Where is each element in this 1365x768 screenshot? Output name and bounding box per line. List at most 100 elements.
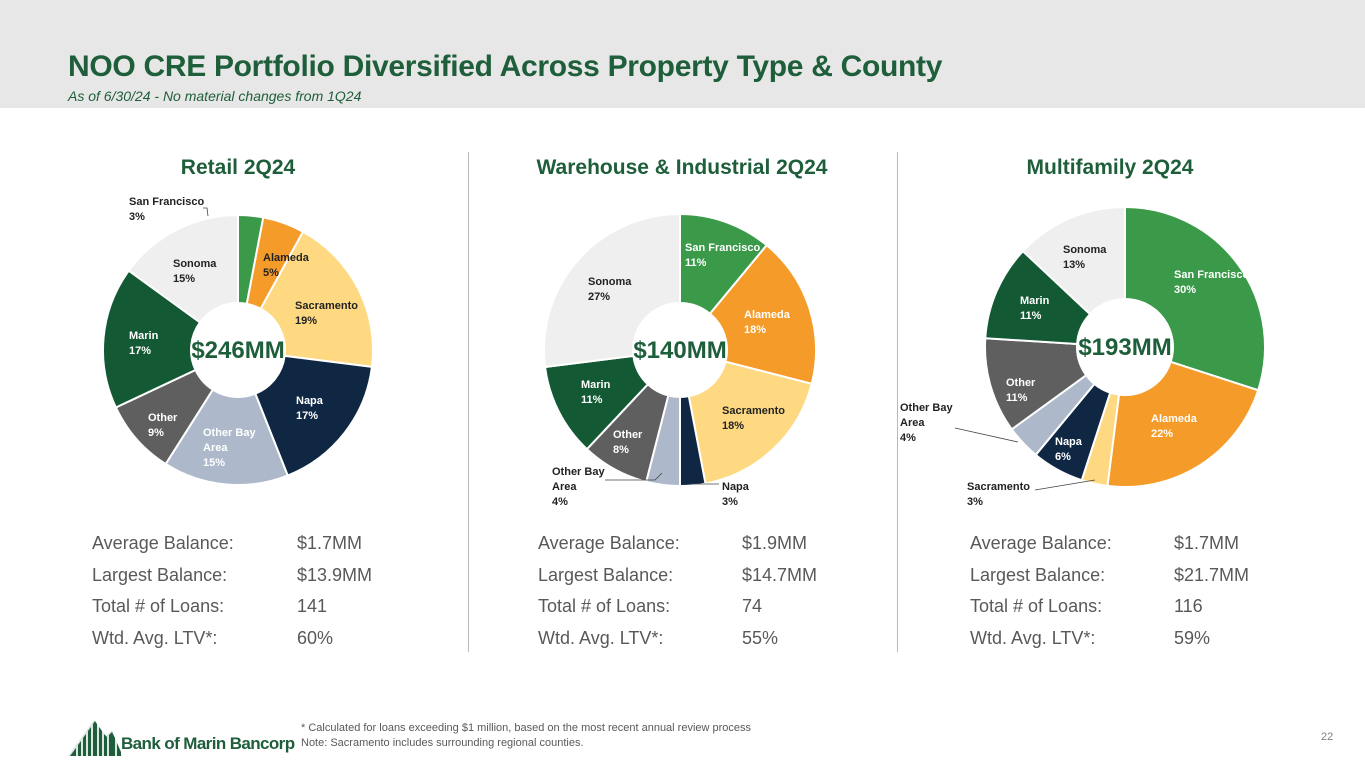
stat-label: Largest Balance:	[538, 564, 674, 585]
company-logo: Bank of Marin Bancorp	[66, 716, 295, 758]
stat-value: $14.7MM	[742, 564, 818, 585]
slice-label-value: 4%	[900, 432, 916, 444]
leader-line-sacramento	[1034, 479, 1096, 491]
slice-label-marin: Marin 11%	[1020, 295, 1050, 322]
slice-label-value: 11%	[685, 257, 707, 269]
slice-label-other: Other 8%	[613, 429, 643, 456]
stat-row: Wtd. Avg. LTV*: 55%	[538, 628, 838, 660]
slice-label-value: 4%	[552, 496, 568, 508]
stat-label: Total # of Loans:	[970, 596, 1103, 616]
slice-label-value: 6%	[1055, 451, 1071, 463]
stat-row: Total # of Loans: 74	[538, 596, 838, 628]
footnote-line-1: * Calculated for loans exceeding $1 mill…	[301, 722, 752, 734]
chart-title-multifamily: Multifamily 2Q24	[1026, 156, 1194, 179]
slice-label-name: Other Bay	[900, 402, 953, 414]
chart-title-retail: Retail 2Q24	[180, 156, 296, 179]
stat-row: Average Balance: $1.9MM	[538, 533, 838, 565]
stat-label: Wtd. Avg. LTV*:	[92, 627, 218, 648]
slice-label-san-francisco: San Francisco 30%	[1174, 269, 1249, 296]
footnote: * Calculated for loans exceeding $1 mill…	[301, 721, 751, 751]
page-number: 22	[1321, 731, 1334, 743]
slice-label-name: Area	[900, 417, 925, 429]
slice-label-alameda: Alameda 5%	[263, 252, 310, 279]
donut-center-total: $140MM	[633, 337, 726, 364]
slice-label-value: 18%	[744, 324, 766, 336]
stat-value: 59%	[1174, 627, 1211, 648]
slice-label-other: Other 11%	[1006, 377, 1036, 404]
retail-donut-chart: $246MM San Francisco 3% Alameda 5% Sacramento…	[102, 196, 374, 486]
page-subtitle: As of 6/30/24 - No material changes from…	[68, 88, 362, 104]
slice-other-bay-area	[164, 388, 289, 486]
slice-label-name: Alameda	[263, 252, 310, 264]
slice-san-francisco	[1124, 205, 1266, 392]
slice-sacramento	[259, 230, 374, 369]
donut-slices	[102, 213, 374, 486]
slice-label-name: Sacramento	[722, 405, 785, 417]
slice-label-name: Marin	[129, 330, 159, 342]
stat-row: Total # of Loans: 141	[92, 596, 392, 628]
slice-label-value: 13%	[1063, 259, 1085, 271]
slice-label-san-francisco: San Francisco 11%	[685, 242, 760, 269]
slice-label-value: 11%	[581, 394, 603, 406]
leader-line-other-bay-area	[605, 472, 663, 481]
leader-line-other-bay-area	[954, 427, 1019, 443]
slice-label-value: 27%	[588, 291, 610, 303]
slice-label-name: Other Bay	[203, 427, 256, 439]
retail-stats: Average Balance: $1.7MM Largest Balance: $…	[92, 533, 392, 659]
slice-label-value: 18%	[722, 420, 744, 432]
slice-label-name: Sonoma	[173, 258, 217, 270]
slice-label-name: Area	[203, 442, 228, 454]
warehouse-stats: Average Balance: $1.9MM Largest Balance: $…	[538, 533, 838, 659]
stat-label: Average Balance:	[538, 533, 680, 553]
slice-label-sacramento: Sacramento 3%	[967, 481, 1030, 508]
page-title: NOO CRE Portfolio Diversified Across Pro…	[68, 50, 943, 83]
slice-label-name: Napa	[296, 395, 324, 407]
chart-title-warehouse: Warehouse & Industrial 2Q24	[536, 156, 828, 179]
panel-divider-right	[897, 152, 898, 652]
logo-text: Bank of Marin Bancorp	[121, 734, 295, 753]
slice-alameda	[708, 243, 817, 386]
slice-label-name: Sonoma	[588, 276, 632, 288]
stat-label: Largest Balance:	[970, 564, 1106, 585]
slice-label-sacramento: Sacramento 18%	[722, 405, 785, 432]
slice-label-napa: Napa 17%	[296, 395, 324, 422]
slice-label-name: Alameda	[744, 309, 791, 321]
slice-label-name: Other	[613, 429, 643, 441]
multifamily-donut-chart: $193MM San Francisco 30% Alameda 22% Sacramen…	[900, 205, 1266, 508]
stat-row: Wtd. Avg. LTV*: 60%	[92, 628, 392, 660]
slice-label-value: 17%	[296, 410, 318, 422]
slice-label-marin: Marin 11%	[581, 379, 611, 406]
slice-label-value: 17%	[129, 345, 151, 357]
slice-label-name: Other Bay	[552, 466, 605, 478]
stat-value: 60%	[297, 627, 334, 648]
slice-label-value: 11%	[1020, 310, 1042, 322]
donut-center-total: $246MM	[191, 337, 284, 364]
slice-label-alameda: Alameda 22%	[1151, 413, 1198, 440]
mountain-logo-icon	[68, 720, 122, 756]
slice-label-alameda: Alameda 18%	[744, 309, 791, 336]
stat-row: Largest Balance: $21.7MM	[970, 565, 1270, 597]
slice-napa	[254, 354, 374, 477]
slice-label-value: 3%	[967, 496, 983, 508]
stat-label: Average Balance:	[92, 533, 234, 553]
slice-label-name: Sonoma	[1063, 244, 1107, 256]
stat-row: Largest Balance: $14.7MM	[538, 565, 838, 597]
stat-value: 74	[742, 596, 763, 616]
donut-slices	[984, 205, 1266, 488]
slice-label-value: 15%	[173, 273, 195, 285]
multifamily-stats: Average Balance: $1.7MM Largest Balance: $…	[970, 533, 1270, 659]
slice-label-value: 30%	[1174, 284, 1196, 296]
slice-label-other-bay-area: Other Bay Area 15%	[203, 427, 256, 469]
slice-label-name: Sacramento	[967, 481, 1030, 493]
slice-label-name: Napa	[722, 481, 750, 493]
slice-label-name: San Francisco	[129, 196, 204, 208]
stat-row: Wtd. Avg. LTV*: 59%	[970, 628, 1270, 660]
header-band	[0, 0, 1365, 108]
slice-label-sonoma: Sonoma 13%	[1063, 244, 1107, 271]
slice-label-value: 9%	[148, 427, 164, 439]
slice-label-value: 5%	[263, 267, 279, 279]
slice-label-value: 22%	[1151, 428, 1173, 440]
slice-label-name: Other	[148, 412, 178, 424]
stat-value: $13.9MM	[297, 564, 373, 585]
